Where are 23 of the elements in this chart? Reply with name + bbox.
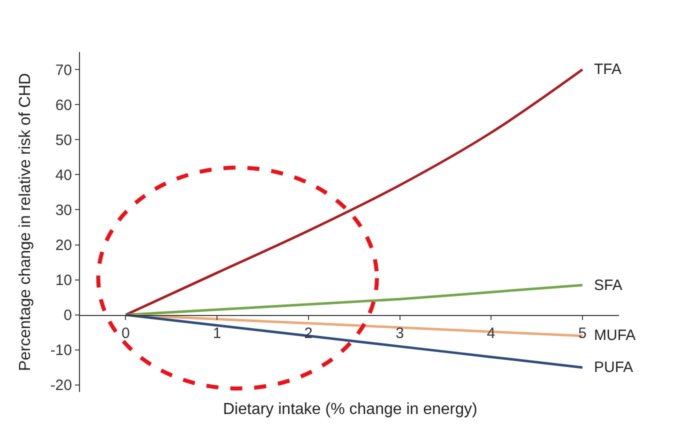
series-label: TFA xyxy=(594,61,622,78)
line-series xyxy=(124,314,584,369)
y-tick-label: 70 xyxy=(55,62,72,79)
y-tick-label: 60 xyxy=(55,96,72,114)
y-tick-label: -10 xyxy=(50,342,72,360)
y-tick-label: 20 xyxy=(55,237,72,254)
series-label: SFA xyxy=(594,277,622,294)
line-series xyxy=(124,314,584,338)
x-tick-label: 0 xyxy=(122,324,130,342)
series-label: PUFA xyxy=(594,359,634,376)
series-label: MUFA xyxy=(594,327,636,344)
y-axis-title: Percentage change in relative risk of CHD xyxy=(17,73,34,371)
y-tick-label: 0 xyxy=(64,307,72,324)
y-tick-label: 10 xyxy=(55,272,72,290)
x-tick-label: 3 xyxy=(396,324,404,342)
x-tick-label: 5 xyxy=(578,324,587,342)
x-tick-label: 1 xyxy=(212,324,222,342)
line-series xyxy=(124,68,584,316)
x-axis-title: Dietary intake (% change in energy) xyxy=(223,401,478,418)
y-tick-label: 30 xyxy=(55,202,72,219)
y-tick-label: 50 xyxy=(55,132,72,149)
y-tick-label: -20 xyxy=(50,377,72,394)
y-tick-label: 40 xyxy=(55,166,72,184)
